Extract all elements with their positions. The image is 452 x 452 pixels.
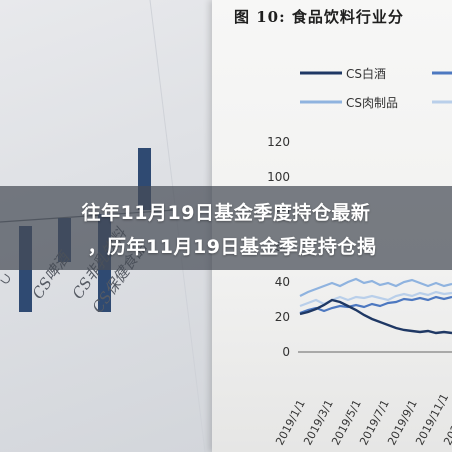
- y-tick: 40: [275, 275, 290, 289]
- y-tick: 120: [267, 135, 290, 149]
- y-tick: 20: [275, 310, 290, 324]
- series-light: [299, 277, 452, 297]
- legend-label-meat: CS肉制品: [346, 96, 398, 110]
- partial-label: ∪: [0, 271, 16, 289]
- chart-title: 图 10: 食品饮料行业分: [234, 8, 404, 26]
- caption-line-1: 往年11月19日基金季度持仓最新: [81, 202, 371, 224]
- legend-label-baijiu: CS白酒: [346, 66, 386, 81]
- caption-line-2: ，历年11月19日基金季度持仓揭: [87, 236, 377, 258]
- caption-overlay: 往年11月19日基金季度持仓最新 ，历年11月19日基金季度持仓揭: [0, 186, 452, 270]
- series-dark: [299, 298, 452, 335]
- y-tick: 100: [267, 170, 290, 184]
- series-mid: [299, 295, 452, 315]
- x-axis-ticks: 2019/1/1 2019/3/1 2019/5/1 2019/7/1 2019…: [273, 392, 452, 448]
- y-tick: 0: [282, 345, 290, 359]
